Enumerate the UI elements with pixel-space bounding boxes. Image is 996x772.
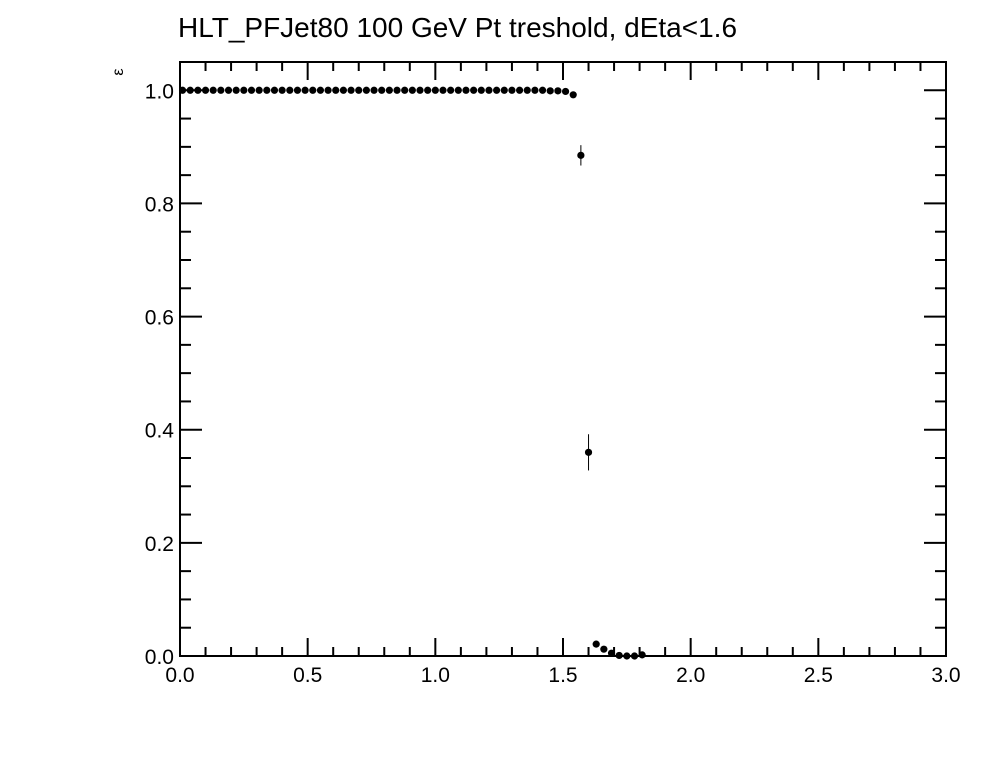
- data-point: [324, 86, 332, 94]
- data-point: [531, 86, 539, 94]
- data-point: [217, 86, 225, 94]
- data-point: [332, 86, 340, 94]
- x-tick-label: 0.0: [165, 664, 194, 687]
- data-point: [554, 87, 562, 95]
- data-point: [584, 448, 593, 456]
- plot-frame: [179, 61, 947, 657]
- data-point: [615, 651, 623, 660]
- data-point: [270, 86, 279, 94]
- data-point: [378, 86, 386, 94]
- tick-labels: 0.0 0.5 1.0 1.5 2.0 2.5 3.0 0.0 0.2 0.4 0.6 0.8 1.0: [145, 80, 961, 687]
- y-tick-label: 1.0: [145, 80, 174, 103]
- data-point: [623, 652, 631, 660]
- data-point: [255, 86, 263, 94]
- data-point: [209, 86, 217, 94]
- data-point: [439, 86, 447, 94]
- y-tick-label: 0.2: [145, 533, 174, 556]
- chart-title: HLT_PFJet80 100 GeV Pt treshold, dEta<1.…: [178, 12, 737, 43]
- data-point: [247, 86, 256, 94]
- data-point: [600, 645, 608, 653]
- data-point: [408, 86, 416, 94]
- data-point: [477, 86, 485, 94]
- data-point: [508, 86, 516, 94]
- data-point: [500, 86, 508, 94]
- data-point: [186, 86, 194, 94]
- y-tick-label: 0.6: [145, 307, 174, 330]
- data-point: [447, 86, 455, 94]
- data-point: [630, 652, 639, 660]
- x-tick-label: 2.5: [804, 664, 833, 687]
- data-point: [454, 86, 462, 94]
- data-point: [401, 86, 409, 94]
- data-point: [232, 86, 240, 94]
- data-point: [263, 86, 271, 94]
- x-tick-label: 1.5: [548, 664, 577, 687]
- data-point: [462, 86, 470, 94]
- data-points: [178, 86, 646, 660]
- data-point: [577, 151, 585, 159]
- data-point: [194, 86, 202, 94]
- data-point: [278, 86, 286, 94]
- data-point: [362, 86, 370, 94]
- data-point: [607, 649, 616, 657]
- x-tick-label: 3.0: [931, 664, 960, 687]
- data-point: [515, 86, 524, 94]
- axis-ticks: [179, 61, 947, 657]
- data-point: [592, 640, 600, 648]
- data-point: [178, 86, 187, 94]
- data-point: [569, 91, 577, 99]
- data-point: [355, 86, 363, 94]
- data-point: [240, 86, 248, 94]
- y-tick-label: 0.8: [145, 193, 174, 216]
- y-tick-label: 0.4: [145, 420, 175, 443]
- data-point: [470, 86, 478, 94]
- data-point: [538, 86, 547, 94]
- data-point: [301, 86, 309, 94]
- data-point: [201, 86, 210, 94]
- data-point: [416, 86, 424, 94]
- data-point: [485, 86, 493, 94]
- data-point: [393, 86, 401, 94]
- data-point: [424, 86, 432, 94]
- data-point: [493, 86, 501, 94]
- x-tick-label: 0.5: [293, 664, 322, 687]
- x-tick-label: 2.0: [676, 664, 705, 687]
- data-point: [431, 86, 439, 94]
- x-tick-label: 1.0: [421, 664, 450, 687]
- y-tick-label: 0.0: [145, 646, 174, 669]
- data-point: [339, 86, 348, 94]
- data-point: [523, 86, 531, 94]
- data-point: [385, 86, 393, 94]
- data-point: [546, 87, 554, 95]
- data-point: [316, 86, 325, 94]
- data-point: [224, 86, 233, 94]
- data-point: [309, 86, 317, 94]
- data-point: [638, 651, 646, 659]
- data-point: [293, 86, 302, 94]
- data-point: [370, 86, 378, 94]
- y-axis-label: ε: [110, 68, 127, 75]
- data-point: [347, 86, 355, 94]
- data-point: [286, 86, 294, 94]
- data-point: [561, 87, 570, 96]
